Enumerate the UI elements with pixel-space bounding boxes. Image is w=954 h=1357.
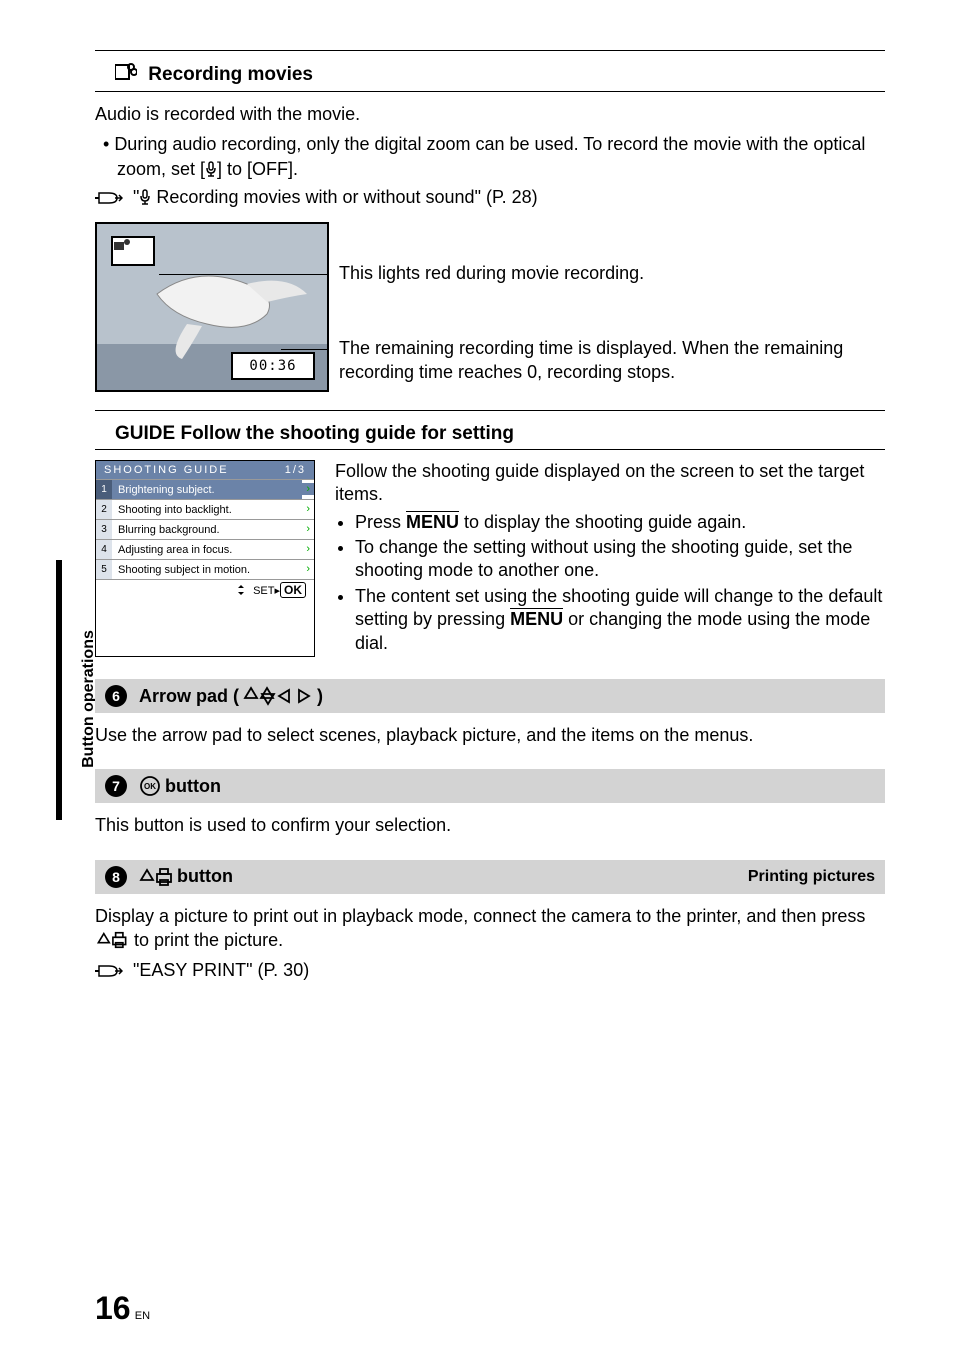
movie-icon	[115, 63, 137, 87]
up-print-icon	[95, 930, 129, 950]
page-content: Recording movies Audio is recorded with …	[95, 50, 885, 989]
section-right-print: Printing pictures	[748, 868, 875, 886]
section-arrow-pad: 6 Arrow pad ( )	[95, 679, 885, 713]
menu-word: MENU	[406, 511, 459, 531]
section-num-8: 8	[105, 866, 127, 888]
section-print-button: 8 button Printing pictures	[95, 860, 885, 894]
guide-b2: To change the setting without using the …	[355, 536, 885, 583]
pointer-hand-icon	[95, 190, 123, 206]
page-lang: EN	[135, 1310, 150, 1322]
guide-text: Follow the shooting guide displayed on t…	[335, 460, 885, 657]
movies-ref: " Recording movies with or without sound…	[95, 187, 885, 208]
panel-row-1: 1Brightening subject.›	[96, 479, 314, 499]
guide-b1: Press MENU to display the shooting guide…	[355, 511, 885, 534]
time-remaining-box: 00:36	[231, 352, 315, 380]
print-body: Display a picture to print out in playba…	[95, 904, 885, 953]
page-number-value: 16	[95, 1290, 131, 1326]
guide-b3: The content set using the shooting guide…	[355, 585, 885, 655]
panel-row-3: 3Blurring background.›	[96, 519, 314, 539]
section-num-7: 7	[105, 775, 127, 797]
panel-row-5: 5Shooting subject in motion.›	[96, 559, 314, 579]
side-tab: Button operations	[0, 560, 70, 820]
panel-header: SHOOTING GUIDE 1/3	[96, 461, 314, 479]
ok-button-icon: OK	[139, 775, 161, 797]
movie-thumb-block: 00:36 This lights red during movie recor…	[95, 222, 885, 392]
movie-callouts: This lights red during movie recording. …	[329, 222, 885, 384]
menu-word: MENU	[510, 608, 563, 628]
divider	[95, 50, 885, 51]
scroll-icon	[235, 584, 247, 596]
movies-p1: Audio is recorded with the movie.	[95, 102, 885, 126]
page-number: 16 EN	[95, 1290, 150, 1327]
callout-rec: This lights red during movie recording.	[339, 262, 885, 285]
rec-lamp-icon	[113, 238, 131, 252]
arrow-pad-icon	[243, 686, 313, 706]
section-ok-button: 7 OK button	[95, 769, 885, 803]
pointer-hand-icon	[95, 963, 123, 979]
mic-icon	[205, 161, 217, 177]
movie-thumbnail: 00:36	[95, 222, 329, 392]
up-print-icon	[139, 866, 173, 888]
guide-heading-text: Follow the shooting guide for setting	[175, 423, 514, 444]
callout-leader-2	[281, 349, 329, 350]
shooting-guide-panel: SHOOTING GUIDE 1/3 1Brightening subject.…	[95, 460, 315, 657]
guide-block: SHOOTING GUIDE 1/3 1Brightening subject.…	[95, 460, 885, 657]
guide-word: GUIDE	[115, 423, 175, 444]
divider	[95, 410, 885, 411]
panel-footer: SET▸OK	[96, 579, 314, 601]
rec-indicator-box	[111, 236, 155, 266]
section-title-print: button	[177, 866, 233, 887]
heading-recording-movies: Recording movies	[95, 59, 885, 92]
section-title-arrow: Arrow pad (	[139, 686, 239, 707]
mic-icon	[139, 189, 151, 205]
ok-body: This button is used to confirm your sele…	[95, 813, 885, 837]
section-title-ok: button	[165, 776, 221, 797]
svg-text:OK: OK	[144, 782, 156, 791]
heading-text: Recording movies	[148, 64, 313, 85]
heading-guide: GUIDE Follow the shooting guide for sett…	[95, 419, 885, 450]
time-remaining-value: 00:36	[249, 358, 296, 374]
movies-p2: • During audio recording, only the digit…	[95, 132, 885, 181]
side-tab-bar	[56, 560, 62, 820]
callout-leader-1	[159, 274, 329, 275]
section-num-6: 6	[105, 685, 127, 707]
arrow-body: Use the arrow pad to select scenes, play…	[95, 723, 885, 747]
print-ref: "EASY PRINT" (P. 30)	[95, 958, 885, 982]
panel-row-4: 4Adjusting area in focus.›	[96, 539, 314, 559]
callout-time: The remaining recording time is displaye…	[339, 337, 885, 384]
panel-row-2: 2Shooting into backlight.›	[96, 499, 314, 519]
guide-p1: Follow the shooting guide displayed on t…	[335, 460, 885, 507]
